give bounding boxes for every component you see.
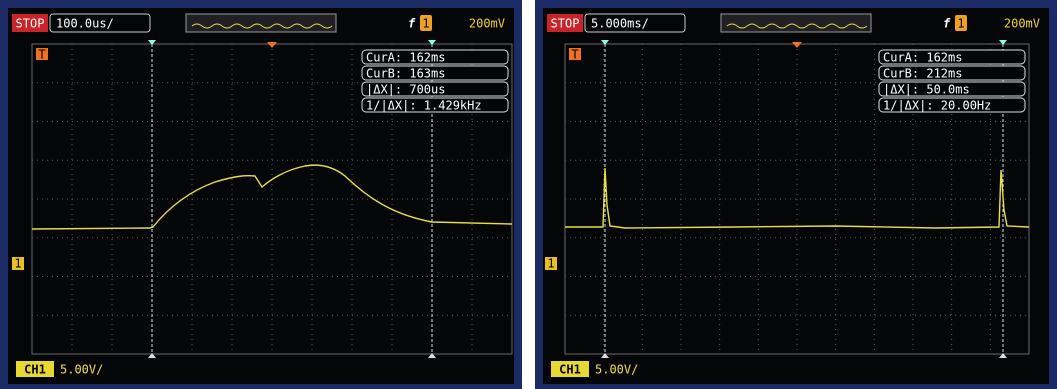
trigger-icon: f	[408, 17, 416, 31]
cursor-readout: CurB: 212ms	[883, 67, 962, 81]
trigger-level: 200mV	[1004, 17, 1040, 31]
trigger-source: 1	[957, 17, 964, 31]
memory-bar	[721, 14, 871, 32]
channel: CH1	[24, 363, 46, 377]
channel-scale: 5.00V/	[595, 363, 638, 377]
status: STOP	[551, 17, 580, 31]
memory-bar	[186, 14, 336, 32]
trigger-level: 200mV	[469, 17, 505, 31]
cursor-readout: CurB: 163ms	[366, 67, 445, 81]
trigger-marker: T	[38, 48, 45, 62]
cursor-readout: |ΔX|: 50.0ms	[883, 83, 970, 97]
scope-photos: STOP100.0us/f1200mVT1CurA: 162msCurB: 16…	[0, 0, 1057, 389]
ground-marker: 1	[14, 257, 21, 271]
ground-marker: 1	[547, 257, 554, 271]
timebase: 100.0us/	[56, 17, 114, 31]
cursor-readout: |ΔX|: 700us	[366, 83, 445, 97]
channel-scale: 5.00V/	[60, 363, 103, 377]
status: STOP	[16, 17, 45, 31]
cursor-readout: 1/|ΔX|: 1.429kHz	[366, 99, 482, 113]
channel: CH1	[559, 363, 581, 377]
trigger-marker: T	[571, 48, 578, 62]
trigger-source: 1	[422, 17, 429, 31]
timebase: 5.000ms/	[591, 17, 649, 31]
cursor-readout: CurA: 162ms	[366, 51, 445, 65]
cursor-readout: 1/|ΔX|: 20.00Hz	[883, 99, 991, 113]
trigger-icon: f	[943, 17, 951, 31]
cursor-readout: CurA: 162ms	[883, 51, 962, 65]
